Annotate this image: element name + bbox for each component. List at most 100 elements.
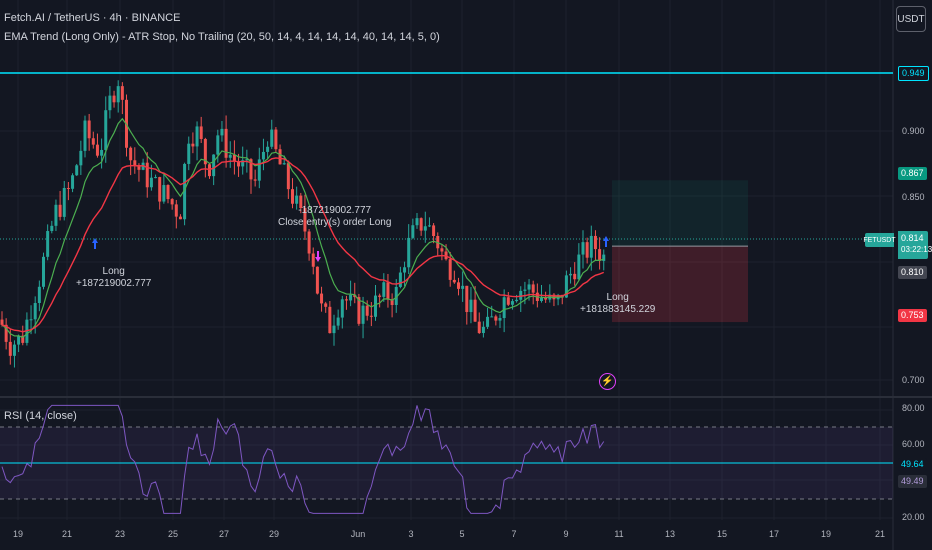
candle-body [490,316,494,318]
rsi-tick-60: 60.00 [902,439,925,449]
candle-body [66,187,70,189]
candle-body [311,253,315,267]
candle-body [154,177,158,179]
rsi-line [1,404,605,514]
candle-body [261,151,265,160]
down-arrow-icon [315,251,321,262]
candle-body [544,297,548,300]
candle-body [195,126,199,147]
candle-body [37,286,41,304]
candle-body [29,319,33,321]
candle-body [133,160,137,166]
take-profit-price-tag: 0.867 [898,167,927,180]
time-axis-label: Jun [350,529,366,539]
time-axis-label: 21 [874,529,886,539]
candle-body [461,285,465,289]
candle-body [419,218,423,231]
candle-body [145,162,149,188]
candle-body [473,299,477,322]
time-axis-label: 7 [511,529,517,539]
candle-body [602,254,606,261]
candle-body [224,128,228,158]
price-tick-0700: 0.700 [902,375,925,385]
time-axis-label: 19 [12,529,24,539]
rsi-legend[interactable]: RSI (14, close) [4,410,77,422]
time-axis-label: 15 [716,529,728,539]
candle-body [199,126,203,139]
rsi-tick-80: 80.00 [902,403,925,413]
candle-body [237,161,241,167]
candle-body [203,138,207,165]
top-line-price-tag: 0.949 [898,66,929,81]
time-axis-label: 9 [563,529,569,539]
lightning-icon[interactable]: ⚡ [599,373,616,390]
candle-body [494,316,498,321]
candle-body [519,290,523,300]
candle-body [21,335,25,343]
candle-body [129,147,133,161]
current-price-tag: 0.814 03:22:13 [898,231,932,259]
candle-body [257,159,261,181]
candle-body [112,95,116,103]
candle-body [46,231,50,257]
candle-body [212,154,216,177]
time-axis-label: 25 [167,529,179,539]
candle-body [278,149,282,165]
candle-body [166,185,170,200]
candle-body [540,297,543,301]
strategy-legend[interactable]: EMA Trend (Long Only) - ATR Stop, No Tra… [4,31,440,43]
time-axis-label: 21 [61,529,73,539]
candle-body [54,204,58,226]
candle-body [50,225,54,232]
long-entry-label-2: Long +181883145.229 [580,292,656,315]
candle-body [137,165,141,170]
symbol-title[interactable]: Fetch.AI / TetherUS · 4h · BINANCE [4,12,181,24]
candle-body [386,282,390,300]
candle-body [423,226,427,231]
price-tick-0850: 0.850 [902,192,925,202]
candle-body [170,199,174,205]
candle-body [569,273,573,276]
candle-body [357,297,361,324]
ema-price-tag: 0.810 [898,266,927,279]
candle-body [365,305,369,316]
candle-body [104,110,108,150]
candle-body [598,249,602,261]
candle-body [75,165,79,176]
candle-body [394,286,398,305]
candle-body [274,129,278,150]
candle-body [241,160,245,167]
candle-body [187,143,191,164]
candle-body [253,179,257,181]
candle-body [220,128,224,136]
candle-body [415,218,419,226]
candle-body [378,295,382,297]
ema-slow-line [1,157,605,333]
time-axis-label: 27 [218,529,230,539]
stop-loss-zone [612,246,748,323]
currency-button[interactable]: USDT [896,6,926,32]
time-axis-label: 13 [664,529,676,539]
rsi-tick-20: 20.00 [902,512,925,522]
candle-body [87,120,91,139]
candle-body [531,284,535,293]
symbol-tag: FETUSDT [863,233,896,247]
candle-body [71,175,75,189]
stop-price-tag: 0.753 [898,309,927,322]
candle-body [58,204,62,217]
time-axis-label: 5 [459,529,465,539]
rsi-value-tag: 49.64 [898,458,927,471]
candle-body [374,295,377,317]
candle-body [515,299,519,302]
candle-body [369,315,373,317]
candle-body [266,146,270,152]
time-axis-label: 11 [614,529,624,539]
candle-body [62,187,66,217]
candle-body [486,316,490,327]
candle-body [17,335,21,345]
ema-fast-line [1,117,604,338]
candle-body [162,185,166,202]
candle-body [452,279,456,283]
candle-body [174,204,178,217]
